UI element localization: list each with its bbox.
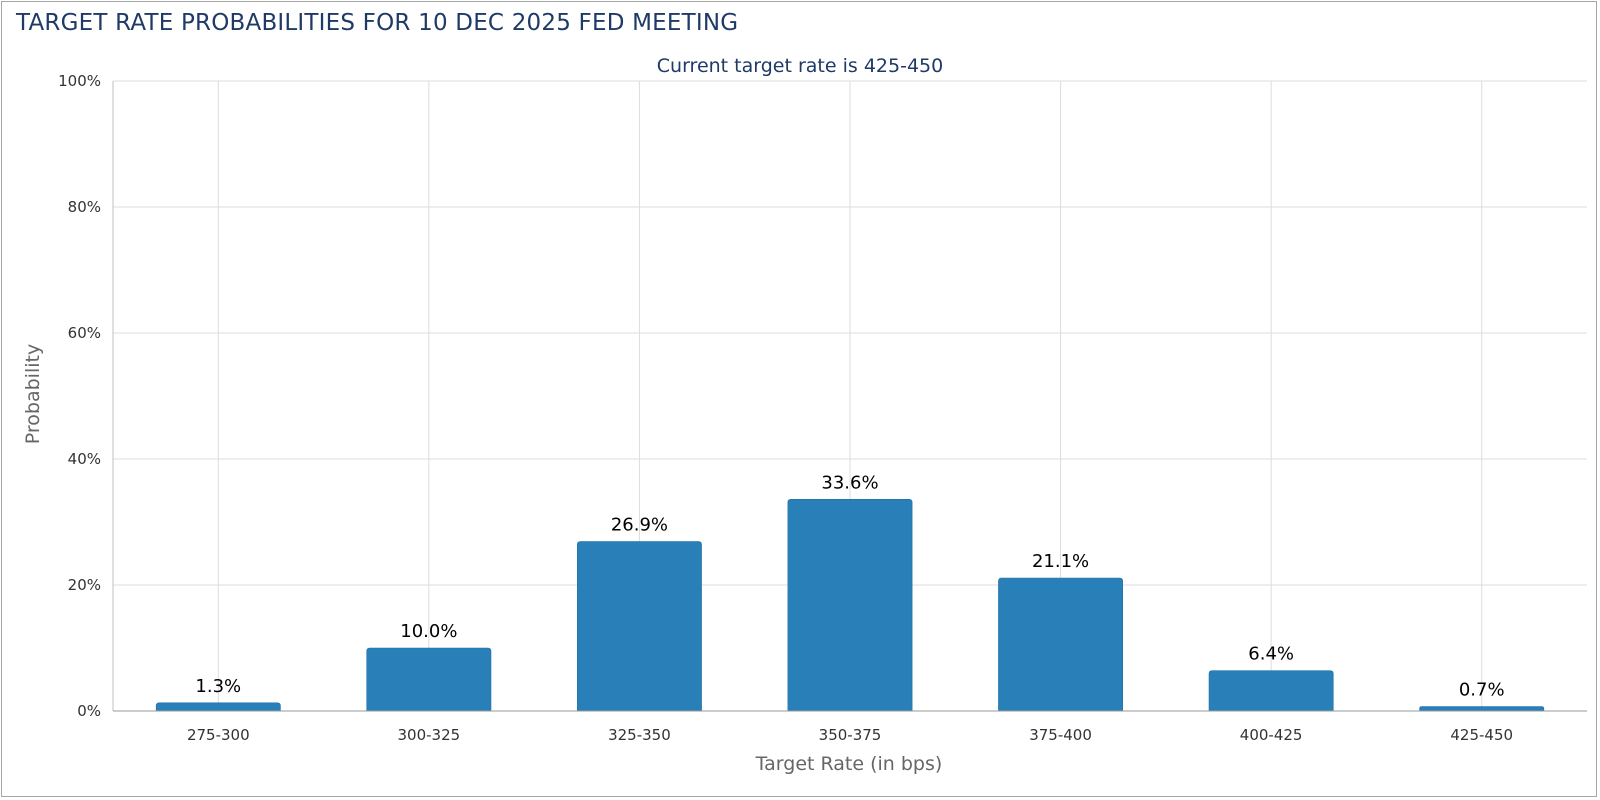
grid-lines	[113, 80, 1587, 711]
data-label: 6.4%	[1248, 644, 1294, 665]
bar-325-350[interactable]	[577, 541, 702, 712]
data-label: 21.1%	[1032, 551, 1089, 572]
y-tick-label: 80%	[68, 198, 101, 216]
x-tick-label: 400-425	[1240, 726, 1303, 744]
data-label: 10.0%	[400, 621, 457, 642]
bars	[155, 499, 1545, 712]
y-tick-label: 0%	[77, 702, 101, 720]
data-label: 1.3%	[195, 676, 241, 697]
data-label: 0.7%	[1459, 680, 1505, 701]
labels: 0% 20% 40% 60% 80% 100% 1.3% 275-300 10.0% 300-32…	[58, 72, 1513, 744]
x-axis-title: Target Rate (in bps)	[755, 753, 943, 775]
bar-275-300[interactable]	[155, 702, 281, 712]
y-tick-label: 100%	[58, 72, 101, 90]
x-tick-label: 300-325	[398, 726, 461, 744]
y-tick-label: 60%	[68, 324, 101, 342]
data-label: 26.9%	[611, 515, 668, 536]
x-tick-label: 275-300	[187, 726, 250, 744]
x-tick-label: 350-375	[819, 726, 882, 744]
data-label: 33.6%	[821, 472, 878, 493]
y-tick-label: 40%	[68, 450, 101, 468]
y-tick-label: 20%	[68, 576, 101, 594]
bar-350-375[interactable]	[787, 499, 913, 712]
bar-425-450[interactable]	[1419, 706, 1545, 712]
x-tick-label: 325-350	[608, 726, 671, 744]
chart-subtitle: Current target rate is 425-450	[657, 55, 943, 77]
chart-title: TARGET RATE PROBABILITIES FOR 10 DEC 202…	[16, 10, 739, 36]
bar-375-400[interactable]	[998, 577, 1123, 712]
bar-400-425[interactable]	[1208, 670, 1334, 712]
axes	[112, 81, 1587, 712]
bar-300-325[interactable]	[366, 647, 492, 712]
x-tick-label: 425-450	[1450, 726, 1513, 744]
x-tick-label: 375-400	[1029, 726, 1092, 744]
y-axis-title: Probability	[22, 344, 44, 444]
